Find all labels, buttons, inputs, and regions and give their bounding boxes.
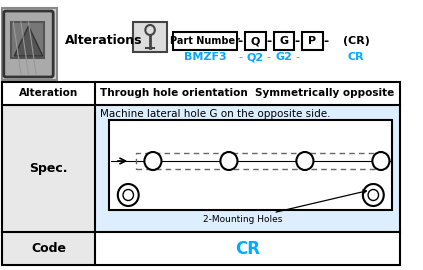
Text: -: - (323, 35, 328, 48)
Text: P: P (308, 36, 316, 46)
Circle shape (372, 152, 390, 170)
Text: (CR): (CR) (343, 36, 370, 46)
Bar (173, 32, 237, 50)
Bar (302, 32, 323, 50)
Circle shape (297, 152, 313, 170)
Bar (2, 82, 400, 265)
Circle shape (220, 152, 237, 170)
Bar (95, 105, 400, 232)
Text: -: - (238, 52, 242, 62)
Text: CR: CR (348, 52, 365, 62)
Text: G2: G2 (276, 52, 292, 62)
Bar (274, 32, 294, 50)
Text: -: - (267, 52, 271, 62)
Bar (2, 105, 95, 232)
Text: Part Number: Part Number (170, 36, 240, 46)
Text: G: G (280, 36, 288, 46)
Text: -: - (295, 35, 300, 48)
Bar (2, 232, 95, 265)
Bar (133, 22, 167, 52)
Text: Alterations: Alterations (65, 33, 142, 46)
Text: Alteration: Alteration (19, 89, 78, 99)
Text: 2-Mounting Holes: 2-Mounting Holes (203, 190, 366, 224)
Text: Spec.: Spec. (29, 162, 68, 175)
Circle shape (144, 152, 162, 170)
Text: CR: CR (235, 239, 260, 258)
Text: Machine lateral hole G on the opposite side.: Machine lateral hole G on the opposite s… (100, 109, 330, 119)
Bar (2, 82, 400, 265)
Circle shape (118, 184, 139, 206)
Bar (245, 32, 266, 50)
Text: Q2: Q2 (247, 52, 264, 62)
Text: Through hole orientation  Symmetrically opposite: Through hole orientation Symmetrically o… (100, 89, 395, 99)
Bar (109, 120, 392, 210)
FancyBboxPatch shape (11, 22, 44, 58)
FancyBboxPatch shape (4, 11, 53, 77)
Bar (136, 153, 383, 169)
Text: Q: Q (251, 36, 260, 46)
Text: -: - (266, 35, 272, 48)
Circle shape (363, 184, 384, 206)
Text: -: - (295, 52, 299, 62)
Text: Code: Code (31, 242, 66, 255)
Text: BMZF3: BMZF3 (184, 52, 226, 62)
Text: -: - (238, 35, 243, 48)
Bar (2, 8, 57, 80)
Polygon shape (14, 26, 43, 56)
